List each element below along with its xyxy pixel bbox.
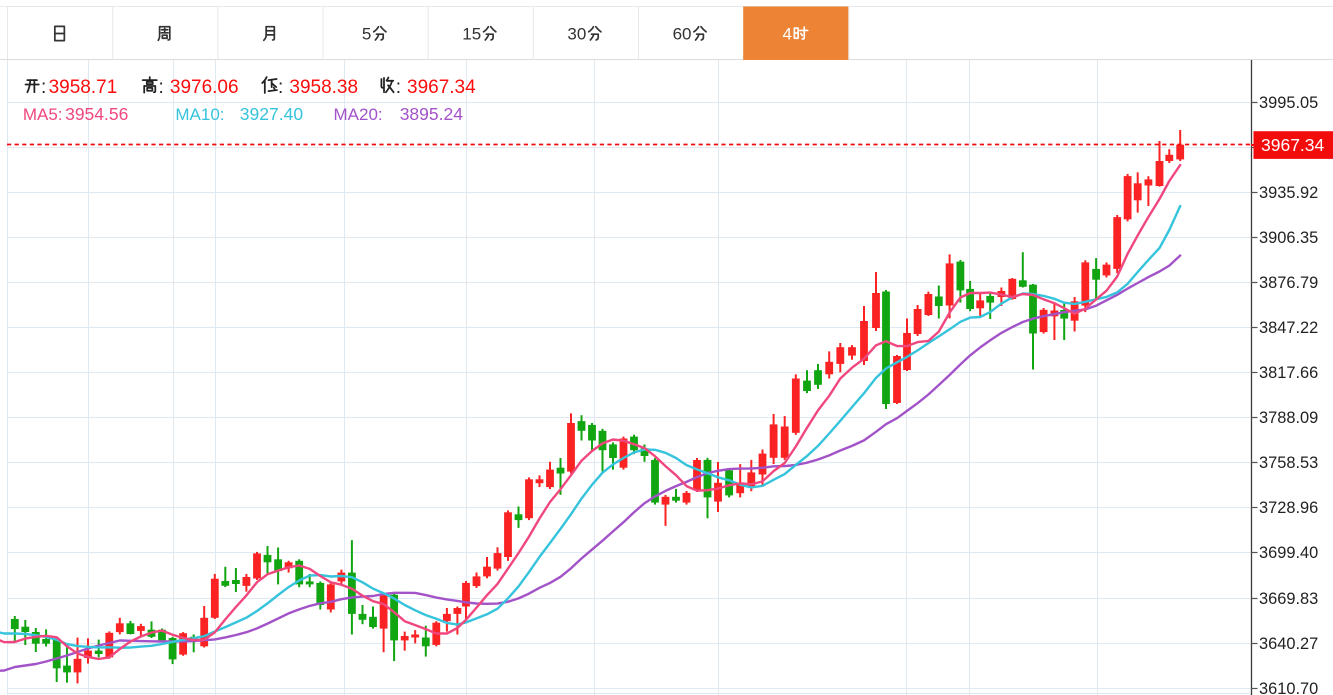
svg-text:3817.66: 3817.66 [1259,364,1318,382]
svg-text:5: 5 [362,25,371,44]
svg-text::: : [396,77,401,98]
svg-text::: : [278,77,283,98]
svg-text:3935.92: 3935.92 [1259,184,1318,202]
svg-text:3967.34: 3967.34 [407,77,476,98]
svg-text:30: 30 [567,25,586,44]
svg-text:MA5:: MA5: [23,105,63,124]
svg-text:3610.70: 3610.70 [1259,680,1318,695]
svg-text:3669.83: 3669.83 [1259,590,1318,608]
svg-text:3876.79: 3876.79 [1259,274,1318,292]
svg-text:3699.40: 3699.40 [1259,544,1318,562]
svg-text:3995.05: 3995.05 [1259,94,1318,112]
svg-text:3640.27: 3640.27 [1259,635,1318,653]
svg-text:3976.06: 3976.06 [170,77,239,98]
svg-text:MA20:: MA20: [334,105,383,124]
svg-text:3847.22: 3847.22 [1259,319,1318,337]
svg-text::: : [159,77,164,98]
svg-text:MA10:: MA10: [175,105,224,124]
svg-text:3788.09: 3788.09 [1259,409,1318,427]
svg-text:3895.24: 3895.24 [400,104,464,124]
svg-text:60: 60 [673,25,692,44]
svg-text:3728.96: 3728.96 [1259,499,1318,517]
svg-text:3958.71: 3958.71 [49,77,118,98]
svg-text:3758.53: 3758.53 [1259,454,1318,472]
svg-text:3954.56: 3954.56 [65,104,128,124]
svg-text::: : [41,77,46,98]
svg-text:4: 4 [783,25,792,44]
svg-text:3906.35: 3906.35 [1259,229,1318,247]
svg-text:3927.40: 3927.40 [240,104,304,124]
svg-text:3958.38: 3958.38 [289,77,358,98]
svg-text:15: 15 [462,25,481,44]
svg-text:3967.34: 3967.34 [1261,135,1325,155]
